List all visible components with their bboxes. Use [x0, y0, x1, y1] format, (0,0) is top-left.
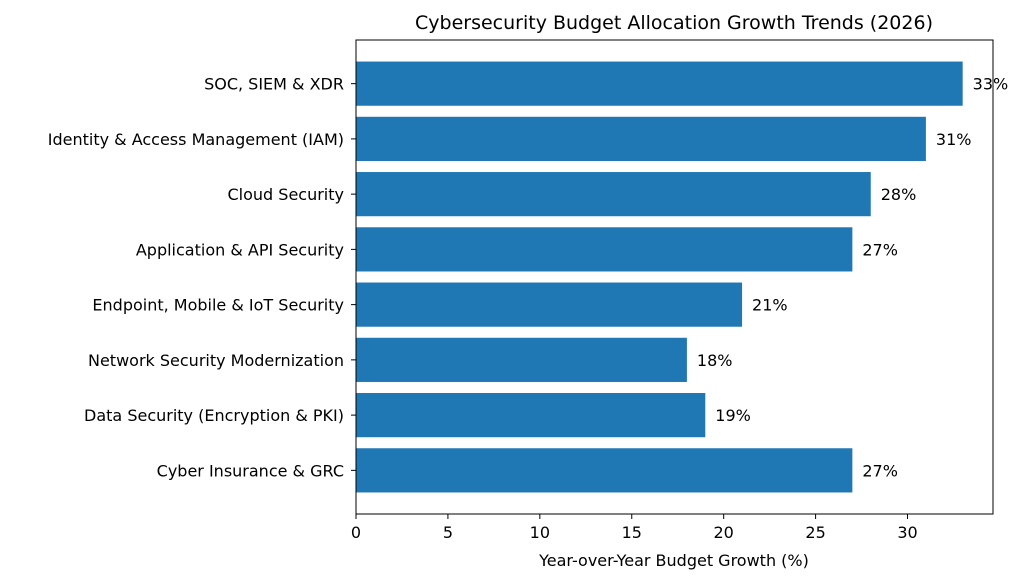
- y-tick-label: Endpoint, Mobile & IoT Security: [92, 296, 344, 315]
- data-label: 27%: [862, 461, 898, 480]
- bar: [356, 393, 706, 438]
- x-tick-label: 5: [443, 523, 453, 542]
- x-tick-label: 25: [805, 523, 825, 542]
- bar: [356, 61, 963, 106]
- x-tick-label: 30: [897, 523, 917, 542]
- y-tick-label: Data Security (Encryption & PKI): [84, 406, 344, 425]
- y-tick-label: Identity & Access Management (IAM): [48, 130, 344, 149]
- bar: [356, 116, 926, 161]
- bar: [356, 172, 871, 217]
- x-axis-label: Year-over-Year Budget Growth (%): [538, 551, 809, 570]
- data-label: 28%: [881, 185, 917, 204]
- data-label: 33%: [973, 75, 1009, 94]
- x-tick-label: 10: [530, 523, 550, 542]
- y-tick-label: Cyber Insurance & GRC: [157, 461, 344, 480]
- y-tick-label: Cloud Security: [228, 185, 345, 204]
- x-tick-label: 0: [351, 523, 361, 542]
- y-tick-label: Application & API Security: [136, 240, 344, 259]
- x-tick-label: 20: [713, 523, 733, 542]
- y-tick-label: SOC, SIEM & XDR: [204, 75, 344, 94]
- data-label: 31%: [936, 130, 972, 149]
- bar: [356, 337, 687, 382]
- bar: [356, 448, 853, 493]
- chart-title: Cybersecurity Budget Allocation Growth T…: [415, 12, 933, 34]
- x-tick-label: 15: [622, 523, 642, 542]
- data-label: 27%: [862, 240, 898, 259]
- bar: [356, 227, 853, 272]
- bar: [356, 282, 743, 327]
- data-label: 18%: [697, 351, 733, 370]
- data-label: 21%: [752, 296, 788, 315]
- y-tick-label: Network Security Modernization: [88, 351, 344, 370]
- plot-frame: [355, 39, 994, 515]
- data-label: 19%: [715, 406, 751, 425]
